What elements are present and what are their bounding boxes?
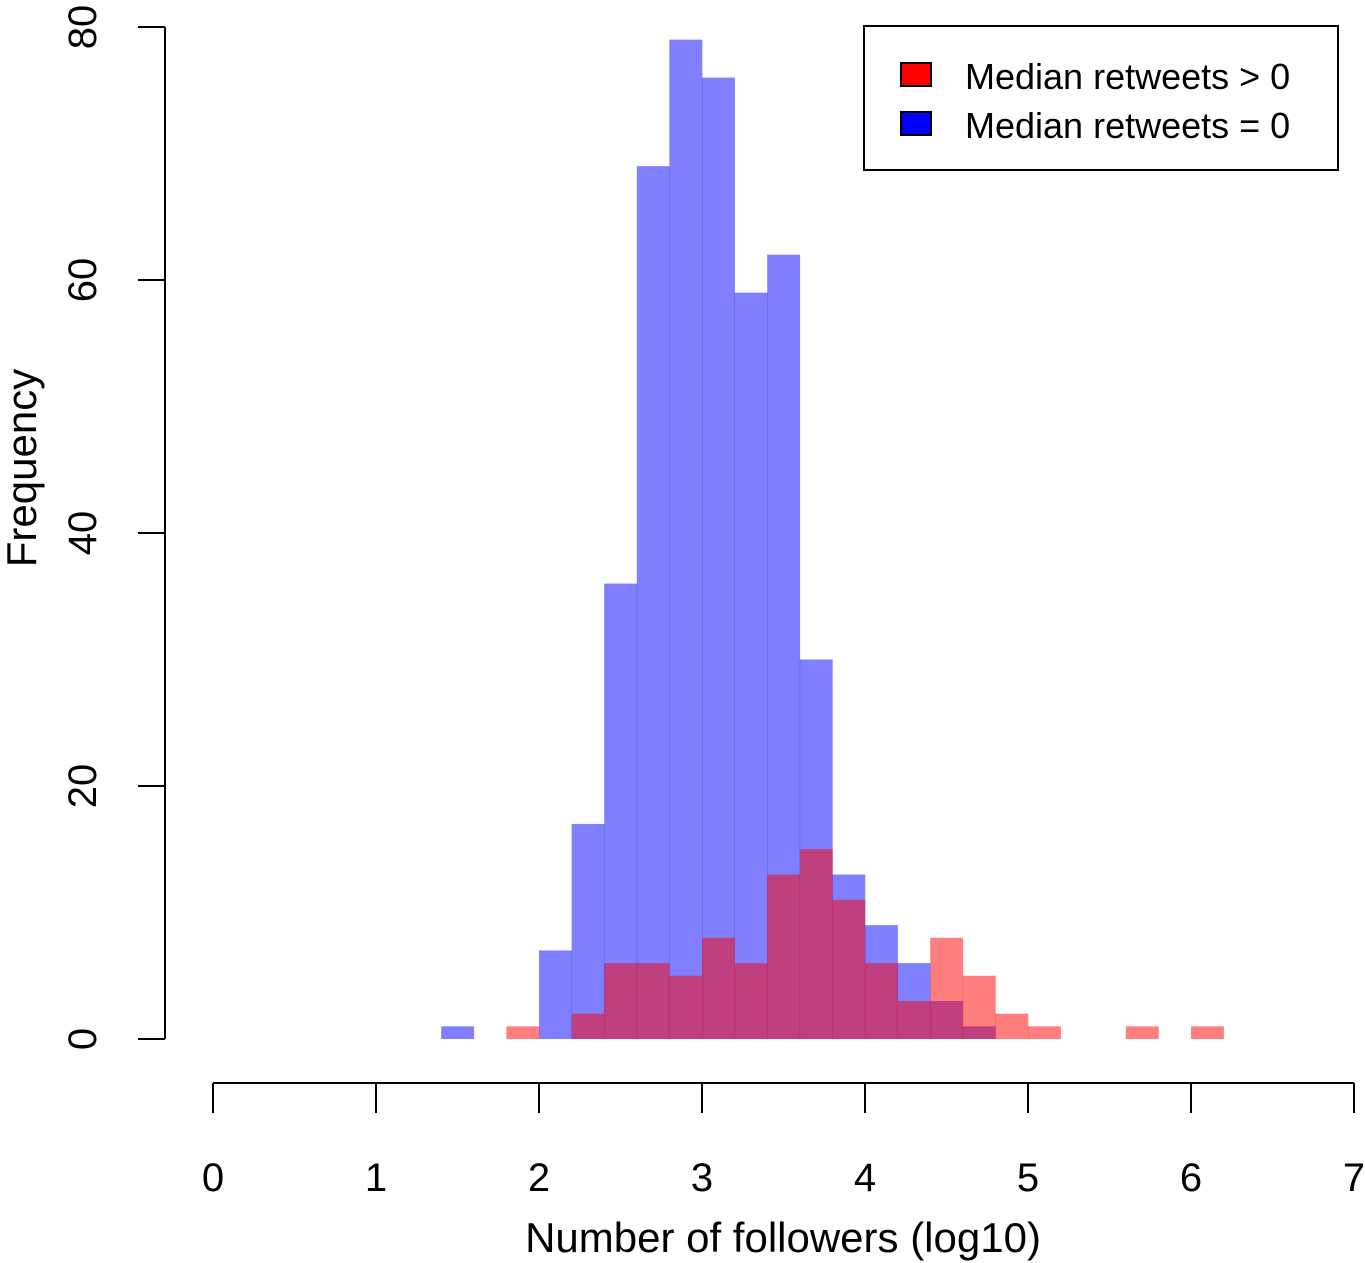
bar [865, 963, 898, 1039]
bar [702, 937, 735, 1039]
bar [604, 963, 638, 1039]
bar [832, 899, 866, 1039]
bar [734, 292, 768, 1039]
y-tick-label: 60 [61, 258, 105, 303]
bar [734, 963, 768, 1039]
x-tick-label: 6 [1180, 1156, 1202, 1200]
bar [441, 1026, 475, 1039]
x-tick-label: 0 [202, 1156, 224, 1200]
y-tick-label: 0 [61, 1028, 105, 1050]
x-tick-label: 1 [365, 1156, 387, 1200]
x-tick-label: 4 [854, 1156, 876, 1200]
bar [571, 1013, 605, 1039]
series-red [506, 849, 1224, 1039]
histogram-bars [441, 39, 1224, 1040]
legend-box [863, 25, 1339, 171]
x-tick-label: 5 [1017, 1156, 1039, 1200]
y-axis: 0 20 40 60 80 [61, 5, 166, 1050]
bar [506, 1026, 540, 1039]
bar [571, 823, 605, 1039]
bar [539, 950, 572, 1039]
bar [930, 937, 964, 1039]
series-blue [441, 39, 996, 1040]
bar [636, 963, 670, 1039]
x-tick-label: 7 [1343, 1156, 1365, 1200]
y-tick-label: 20 [61, 764, 105, 809]
x-tick-label: 3 [691, 1156, 713, 1200]
y-tick-label: 40 [61, 511, 105, 556]
bar [1191, 1026, 1224, 1039]
bar [962, 975, 996, 1039]
bar [767, 874, 801, 1039]
legend-swatch-blue [900, 111, 932, 136]
bar [636, 166, 670, 1039]
legend-label-blue: Median retweets = 0 [965, 105, 1290, 146]
y-tick-label: 80 [61, 5, 105, 50]
y-axis-title: Frequency [0, 369, 45, 567]
legend: Median retweets > 0 Median retweets = 0 [863, 25, 1339, 171]
bar [1125, 1026, 1159, 1039]
bar [669, 39, 703, 1039]
x-axis-title: Number of followers (log10) [525, 1214, 1041, 1261]
bar [995, 1013, 1029, 1039]
legend-swatch-red [900, 62, 932, 87]
bar [897, 1001, 931, 1039]
bar [669, 975, 703, 1039]
x-axis: 0 1 2 3 4 5 6 7 [202, 1082, 1365, 1200]
bar [702, 77, 735, 1040]
bar [1028, 1026, 1061, 1039]
legend-label-red: Median retweets > 0 [965, 56, 1290, 97]
x-tick-label: 2 [528, 1156, 550, 1200]
bar [799, 849, 833, 1039]
